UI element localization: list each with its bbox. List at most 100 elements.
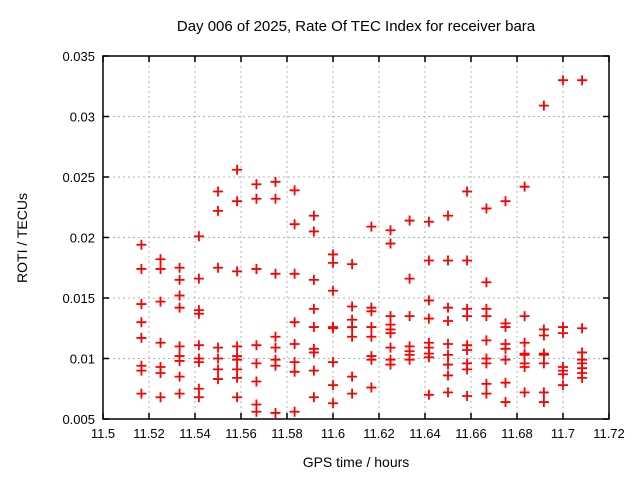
data-point bbox=[308, 210, 319, 221]
data-point bbox=[462, 255, 473, 266]
data-point bbox=[500, 322, 511, 333]
data-point bbox=[136, 388, 147, 399]
data-point bbox=[538, 358, 549, 369]
x-tick-label: 11.66 bbox=[455, 426, 487, 441]
data-point bbox=[308, 365, 319, 376]
data-point bbox=[577, 75, 588, 86]
data-point bbox=[155, 263, 166, 274]
y-tick-label: 0.015 bbox=[62, 291, 95, 306]
data-point bbox=[232, 196, 243, 207]
data-point bbox=[481, 311, 492, 322]
data-point bbox=[174, 290, 185, 301]
y-tick-label: 0.01 bbox=[70, 352, 95, 367]
data-point bbox=[328, 257, 338, 268]
data-point bbox=[232, 372, 243, 383]
data-point bbox=[289, 357, 300, 368]
data-point bbox=[558, 369, 568, 380]
data-point bbox=[328, 323, 338, 334]
data-point bbox=[500, 354, 511, 365]
data-point bbox=[443, 359, 453, 370]
data-point bbox=[347, 331, 358, 342]
data-point bbox=[174, 341, 185, 352]
x-tick-label: 11.58 bbox=[271, 426, 303, 441]
data-point bbox=[577, 372, 588, 383]
data-point bbox=[423, 389, 434, 400]
data-point bbox=[328, 249, 338, 260]
data-point bbox=[155, 392, 166, 403]
data-point bbox=[232, 341, 243, 352]
data-point bbox=[251, 406, 262, 417]
data-point bbox=[213, 342, 223, 353]
data-point bbox=[385, 238, 396, 249]
data-point bbox=[136, 263, 147, 274]
data-point bbox=[213, 364, 223, 375]
data-point bbox=[136, 299, 147, 310]
data-point bbox=[519, 349, 530, 360]
data-point bbox=[136, 365, 147, 376]
data-point bbox=[251, 179, 262, 190]
data-point bbox=[347, 388, 358, 399]
data-point bbox=[538, 349, 549, 360]
data-point bbox=[481, 388, 492, 399]
data-point bbox=[270, 407, 281, 418]
data-point bbox=[136, 239, 147, 250]
data-point bbox=[423, 295, 434, 306]
data-point bbox=[270, 342, 281, 353]
data-point bbox=[193, 340, 204, 351]
x-tick-label: 11.52 bbox=[133, 426, 165, 441]
data-point bbox=[155, 368, 166, 379]
data-point bbox=[443, 349, 453, 360]
data-point bbox=[443, 338, 453, 349]
data-point bbox=[251, 358, 262, 369]
data-point bbox=[366, 221, 377, 232]
data-point bbox=[270, 193, 281, 204]
data-point bbox=[289, 185, 300, 196]
data-point bbox=[423, 352, 434, 363]
data-point bbox=[347, 322, 358, 333]
data-point bbox=[481, 358, 492, 369]
data-point bbox=[328, 380, 338, 391]
data-point bbox=[308, 322, 319, 333]
data-point bbox=[174, 355, 185, 366]
data-point bbox=[366, 306, 377, 317]
data-point bbox=[462, 364, 473, 375]
data-point bbox=[538, 330, 549, 341]
data-point bbox=[174, 262, 185, 273]
data-point bbox=[443, 315, 453, 326]
data-point bbox=[558, 380, 568, 391]
data-point bbox=[155, 254, 166, 265]
data-point bbox=[577, 323, 588, 334]
data-point bbox=[462, 345, 473, 356]
data-point bbox=[500, 397, 511, 408]
y-axis-label: ROTI / TECUs bbox=[14, 193, 30, 283]
data-point bbox=[519, 361, 530, 372]
data-point bbox=[443, 255, 453, 266]
data-point bbox=[538, 397, 549, 408]
data-point bbox=[519, 311, 530, 322]
data-point bbox=[328, 285, 338, 296]
data-point bbox=[251, 340, 262, 351]
data-point bbox=[289, 338, 300, 349]
data-point bbox=[481, 277, 492, 288]
data-point bbox=[232, 266, 243, 277]
data-point bbox=[366, 322, 377, 333]
data-point bbox=[213, 353, 223, 364]
data-point bbox=[289, 317, 300, 328]
data-point bbox=[500, 196, 511, 207]
data-point bbox=[443, 210, 453, 221]
data-point bbox=[155, 296, 166, 307]
data-point bbox=[423, 255, 434, 266]
data-point bbox=[308, 274, 319, 285]
data-point bbox=[347, 259, 358, 270]
data-point bbox=[347, 301, 358, 312]
data-point bbox=[193, 231, 204, 242]
data-point bbox=[481, 378, 492, 389]
x-tick-label: 11.68 bbox=[501, 426, 533, 441]
data-point bbox=[385, 225, 396, 236]
data-point bbox=[366, 331, 377, 342]
data-point bbox=[174, 388, 185, 399]
chart-title: Day 006 of 2025, Rate Of TEC Index for r… bbox=[177, 18, 536, 35]
data-point bbox=[481, 335, 492, 346]
data-point bbox=[308, 347, 319, 358]
